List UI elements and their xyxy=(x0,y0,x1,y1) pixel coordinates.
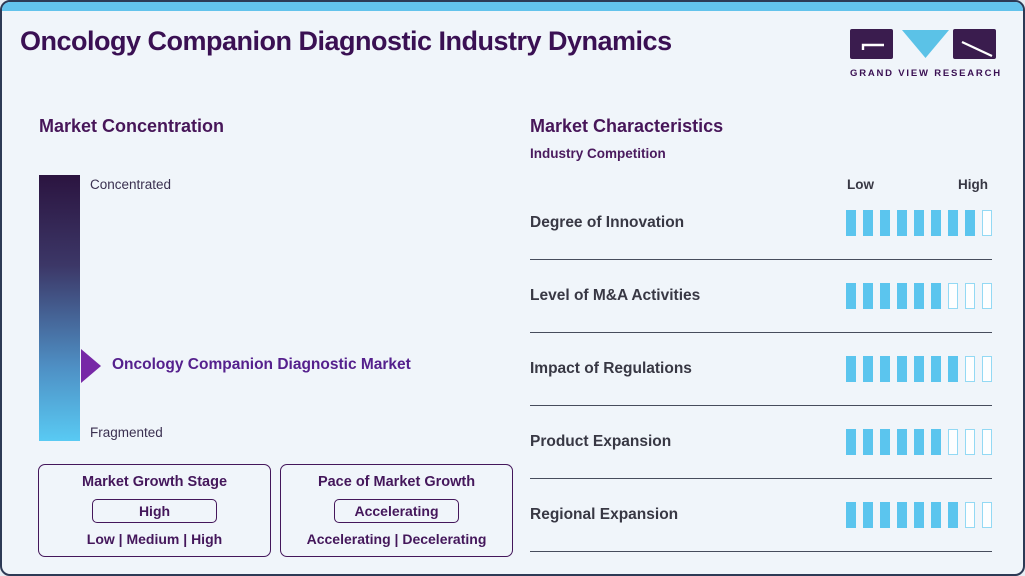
rating-segment-filled xyxy=(897,283,907,309)
rating-segment-filled xyxy=(914,502,924,528)
rating-segment-filled xyxy=(846,210,856,236)
growth-pace-title: Pace of Market Growth xyxy=(317,474,476,490)
rating-bar xyxy=(846,502,992,528)
market-pointer-label: Oncology Companion Diagnostic Market xyxy=(112,356,411,373)
growth-pace-options: Accelerating | Decelerating xyxy=(306,531,487,547)
rating-segment-empty xyxy=(982,210,992,236)
logo-v-triangle xyxy=(902,30,949,58)
growth-stage-options: Low | Medium | High xyxy=(86,531,223,547)
rating-segment-filled xyxy=(846,429,856,455)
rating-segment-filled xyxy=(846,356,856,382)
rating-segment-empty xyxy=(948,283,958,309)
rating-segment-filled xyxy=(863,283,873,309)
rating-bar xyxy=(846,429,992,455)
page-title: Oncology Companion Diagnostic Industry D… xyxy=(20,26,672,56)
rating-segment-filled xyxy=(931,502,941,528)
rating-segment-filled xyxy=(863,502,873,528)
rating-segment-filled xyxy=(931,356,941,382)
logo-g-glyph xyxy=(861,43,884,50)
rating-segment-empty xyxy=(982,356,992,382)
characteristic-row: Degree of Innovation xyxy=(530,187,992,260)
rating-segment-filled xyxy=(880,356,890,382)
fragmented-label: Fragmented xyxy=(90,425,163,440)
market-characteristics-heading: Market Characteristics xyxy=(530,116,724,136)
logo-text: GRAND VIEW RESEARCH xyxy=(850,68,1002,79)
growth-pace-value: Accelerating xyxy=(334,498,459,523)
rating-segment-filled xyxy=(965,210,975,236)
rating-segment-filled xyxy=(931,429,941,455)
rating-segment-filled xyxy=(846,283,856,309)
gvr-logo-mark xyxy=(850,29,996,59)
rating-segment-empty xyxy=(948,429,958,455)
market-pointer-arrow-icon xyxy=(81,349,101,383)
rating-segment-filled xyxy=(846,502,856,528)
rating-segment-filled xyxy=(948,502,958,528)
rating-segment-empty xyxy=(982,283,992,309)
gvr-logo: GRAND VIEW RESEARCH xyxy=(850,29,1002,79)
concentration-gradient-bar xyxy=(39,175,80,441)
growth-stage-title: Market Growth Stage xyxy=(81,474,228,490)
logo-r-block xyxy=(953,29,996,59)
rating-segment-filled xyxy=(863,429,873,455)
rating-segment-filled xyxy=(897,210,907,236)
rating-segment-filled xyxy=(897,429,907,455)
growth-stage-value: High xyxy=(92,498,217,523)
scale-low-label: Low xyxy=(847,177,874,192)
characteristics-rows: Degree of Innovation Level of M&A Activit… xyxy=(530,187,992,552)
scale-high-label: High xyxy=(958,177,988,192)
growth-stage-box: Market Growth Stage High Low | Medium | … xyxy=(38,464,271,557)
growth-pace-box: Pace of Market Growth Accelerating Accel… xyxy=(280,464,513,557)
rating-segment-filled xyxy=(880,283,890,309)
rating-segment-empty xyxy=(965,283,975,309)
rating-segment-filled xyxy=(863,210,873,236)
rating-bar xyxy=(846,283,992,309)
rating-segment-filled xyxy=(880,210,890,236)
characteristic-label: Product Expansion xyxy=(530,433,672,450)
rating-segment-filled xyxy=(880,429,890,455)
rating-segment-filled xyxy=(948,210,958,236)
rating-segment-filled xyxy=(863,356,873,382)
rating-segment-filled xyxy=(897,356,907,382)
rating-segment-filled xyxy=(897,502,907,528)
rating-segment-filled xyxy=(914,210,924,236)
concentrated-label: Concentrated xyxy=(90,177,172,192)
characteristic-row: Product Expansion xyxy=(530,406,992,479)
rating-segment-filled xyxy=(914,356,924,382)
rating-bar xyxy=(846,210,992,236)
characteristic-row: Level of M&A Activities xyxy=(530,260,992,333)
rating-segment-empty xyxy=(965,429,975,455)
characteristic-label: Impact of Regulations xyxy=(530,360,692,377)
rating-segment-filled xyxy=(931,210,941,236)
rating-segment-filled xyxy=(914,429,924,455)
rating-segment-filled xyxy=(914,283,924,309)
rating-segment-empty xyxy=(982,502,992,528)
characteristic-label: Degree of Innovation xyxy=(530,214,685,231)
characteristic-label: Regional Expansion xyxy=(530,506,679,523)
rating-segment-filled xyxy=(948,356,958,382)
logo-r-glyph xyxy=(961,41,993,57)
market-concentration-heading: Market Concentration xyxy=(39,116,225,136)
industry-competition-subtitle: Industry Competition xyxy=(530,146,666,161)
characteristic-row: Regional Expansion xyxy=(530,479,992,552)
rating-bar xyxy=(846,356,992,382)
rating-segment-filled xyxy=(880,502,890,528)
characteristic-row: Impact of Regulations xyxy=(530,333,992,406)
rating-segment-empty xyxy=(965,356,975,382)
rating-segment-empty xyxy=(982,429,992,455)
rating-segment-filled xyxy=(931,283,941,309)
rating-segment-empty xyxy=(965,502,975,528)
characteristic-label: Level of M&A Activities xyxy=(530,287,701,304)
top-accent-strip xyxy=(2,2,1023,11)
